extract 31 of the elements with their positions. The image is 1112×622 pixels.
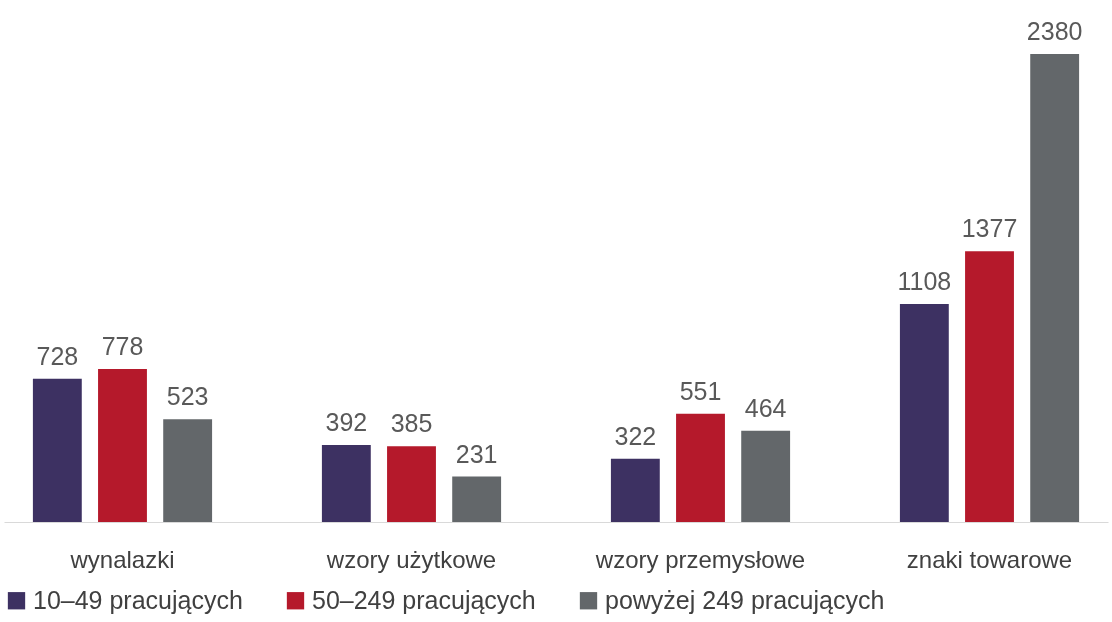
legend-label: 10–49 pracujących [33, 585, 243, 614]
x-tick-label: znaki towarowe [906, 545, 1073, 573]
bar [965, 251, 1014, 522]
bar [741, 430, 791, 522]
data-label: 231 [455, 439, 498, 468]
bar [899, 304, 949, 522]
bar [321, 444, 371, 522]
legend-label: 50–249 pracujących [312, 585, 536, 614]
data-label: 385 [390, 409, 433, 438]
data-label: 1377 [961, 214, 1018, 243]
data-label: 392 [325, 407, 368, 436]
bar [98, 369, 147, 522]
data-label: 551 [679, 376, 722, 405]
data-label: 728 [36, 341, 79, 370]
data-label: 778 [101, 332, 144, 361]
bar [610, 458, 660, 522]
data-label: 322 [614, 421, 657, 450]
data-label: 464 [744, 393, 787, 422]
data-label: 2380 [1026, 17, 1083, 45]
legend-label: powyżej 249 pracujących [605, 585, 885, 614]
bar [1030, 54, 1080, 522]
x-tick-label: wzory użytkowe [325, 545, 497, 573]
bar [676, 413, 725, 522]
x-tick-label: wzory przemysłowe [594, 545, 806, 573]
bar [32, 378, 82, 522]
bar [452, 476, 502, 522]
x-tick-label: wynalazki [69, 545, 175, 573]
data-label: 523 [166, 382, 209, 411]
data-label: 1108 [897, 267, 952, 296]
bar [163, 419, 213, 522]
bar [387, 446, 436, 522]
